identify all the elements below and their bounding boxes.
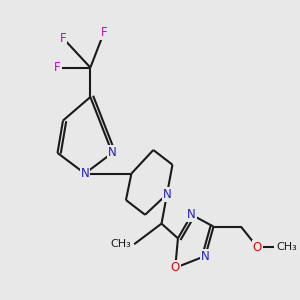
- Text: O: O: [253, 241, 262, 254]
- Text: CH₃: CH₃: [277, 242, 297, 252]
- Text: F: F: [60, 32, 66, 45]
- Text: N: N: [163, 188, 171, 201]
- Text: F: F: [54, 61, 61, 74]
- Text: O: O: [171, 261, 180, 274]
- Text: N: N: [187, 208, 196, 221]
- Text: CH₃: CH₃: [111, 239, 131, 249]
- Text: N: N: [201, 250, 210, 262]
- Text: N: N: [108, 146, 117, 159]
- Text: F: F: [101, 26, 107, 39]
- Text: N: N: [80, 167, 89, 180]
